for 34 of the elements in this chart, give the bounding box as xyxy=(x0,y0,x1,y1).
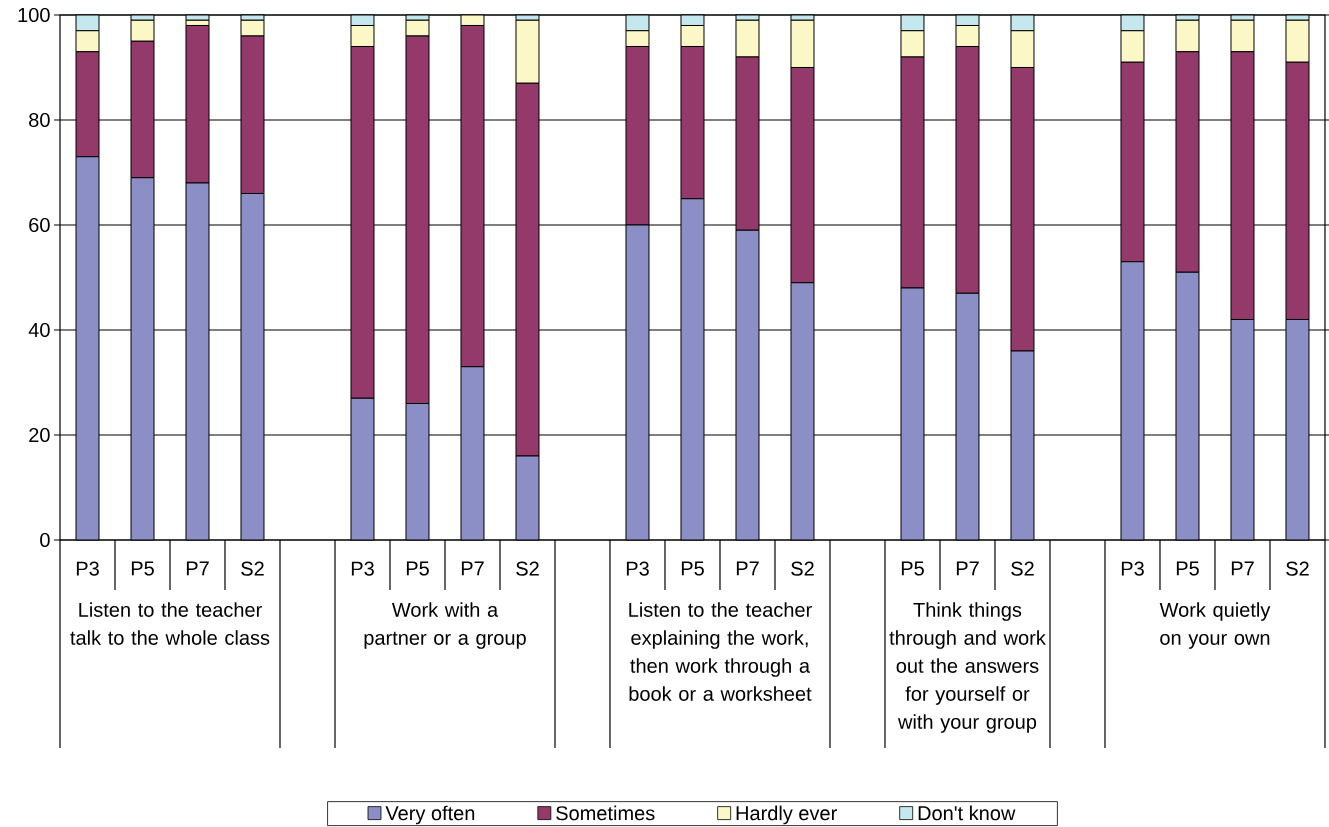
x-tick-label: P5 xyxy=(406,561,429,576)
y-tick-label: 40 xyxy=(28,322,50,338)
x-tick-label: P3 xyxy=(351,561,374,576)
x-tick-label: S2 xyxy=(1286,561,1309,576)
text: Work quietly on your own xyxy=(1159,602,1271,649)
legend-label: Hardly ever xyxy=(736,805,837,825)
y-tick-label: 0 xyxy=(40,532,50,548)
text: Think things through and work out the answers for yourself or with your group xyxy=(889,602,1046,733)
x-tick-label: P3 xyxy=(1121,561,1144,576)
x-tick-label: P5 xyxy=(131,561,154,576)
y-tick-label: 20 xyxy=(29,427,50,443)
x-tick-label: P7 xyxy=(1231,561,1254,576)
text: Listen to the teacher explaining the work, then work through a book or a worksheet xyxy=(629,602,812,701)
legend-label: Very often xyxy=(385,805,475,825)
x-tick-label: S2 xyxy=(516,561,539,576)
x-tick-label: S2 xyxy=(791,561,814,576)
legend-label: Sometimes xyxy=(556,805,655,821)
text: Listen to the teacher talk to the whole class xyxy=(70,602,270,645)
x-tick-label: P7 xyxy=(186,561,209,576)
y-tick-label: 80 xyxy=(29,112,50,128)
y-tick-label: 100 xyxy=(18,7,50,23)
x-tick-label: P5 xyxy=(901,561,924,576)
y-tick-label: 60 xyxy=(29,217,50,233)
x-tick-label: P3 xyxy=(76,561,99,576)
x-tick-label: P7 xyxy=(736,561,759,576)
x-tick-label: P7 xyxy=(461,561,484,576)
x-tick-label: S2 xyxy=(241,561,264,576)
x-tick-label: P5 xyxy=(681,561,704,576)
x-tick-label: S2 xyxy=(1011,561,1034,576)
legend-label: Don't know xyxy=(918,805,1016,821)
text: Work with a partner or a group xyxy=(364,602,526,649)
x-tick-label: P5 xyxy=(1176,561,1199,576)
x-tick-label: P7 xyxy=(956,561,979,576)
x-tick-label: P3 xyxy=(626,561,649,576)
